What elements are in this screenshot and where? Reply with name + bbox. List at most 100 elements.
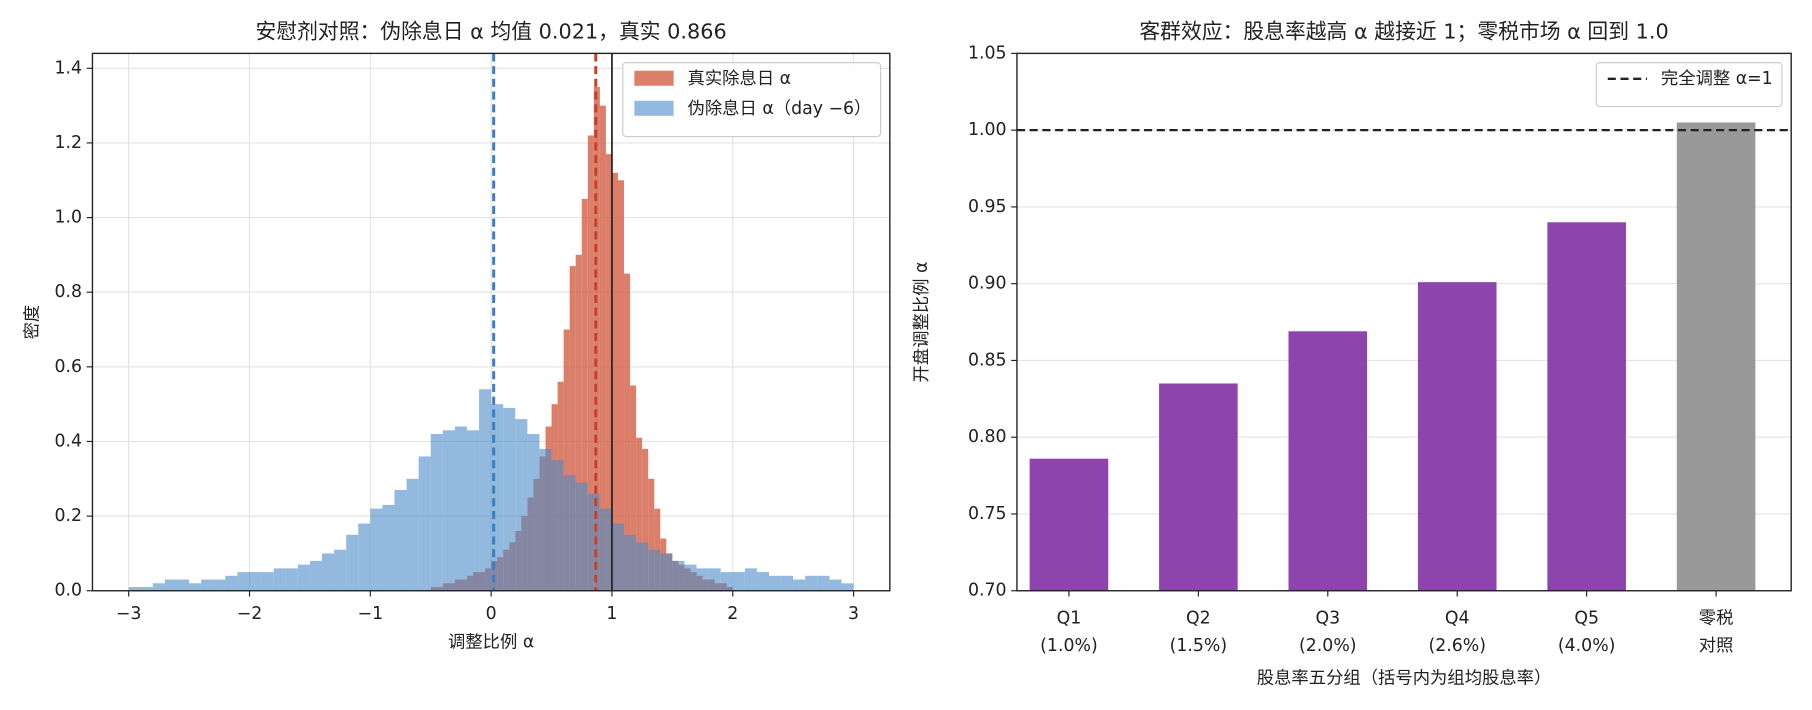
histogram-bar — [515, 419, 528, 591]
histogram-bar — [454, 426, 467, 591]
y-tick-label: 1.2 — [54, 133, 82, 153]
histogram-bar — [442, 430, 455, 591]
histogram-bar — [841, 583, 854, 591]
histogram-bar — [581, 198, 588, 591]
plot-frame — [91, 52, 891, 592]
histogram-bar — [605, 154, 612, 591]
x-tick-label: Q5 — [1574, 608, 1599, 628]
x-tick-sublabel: 对照 — [1699, 636, 1734, 656]
subplot: 客群效应：股息率越高 α 越接近 1；零税市场 α 回到 1.0 0.70 0.75… — [912, 20, 1792, 689]
bar — [1676, 122, 1756, 591]
histogram-bar — [358, 523, 371, 591]
histogram-bar — [817, 575, 830, 591]
bar — [1288, 331, 1368, 591]
bar — [1547, 222, 1626, 591]
y-axis-label: 密度 — [22, 305, 42, 340]
x-tick-label: 零税 — [1699, 608, 1734, 628]
x-tick-label: Q3 — [1315, 608, 1340, 628]
histogram-bar — [213, 579, 226, 591]
histogram-bar — [611, 172, 618, 591]
x-tick-label: 2 — [727, 604, 738, 624]
x-tick-sublabel: (4.0%) — [1558, 636, 1616, 656]
histogram-bar — [648, 549, 661, 591]
histogram-bar — [696, 568, 709, 591]
y-tick-label: 0.6 — [54, 357, 82, 377]
legend-label: 完全调整 α=1 — [1661, 69, 1773, 89]
y-tick-label: 1.00 — [968, 120, 1007, 140]
histogram-bar — [285, 568, 298, 591]
legend: 完全调整 α=1 — [1595, 62, 1783, 108]
x-tick-label: −3 — [116, 604, 142, 624]
histogram-bar — [630, 385, 637, 591]
histogram-bar — [587, 135, 594, 591]
histogram-bar — [599, 508, 612, 591]
histogram-bar — [563, 329, 570, 591]
histogram-bar — [575, 254, 582, 591]
histogram-bar — [249, 572, 262, 591]
histogram-bar — [805, 575, 818, 591]
y-tick-label: 0.75 — [968, 504, 1007, 524]
histogram-bar — [756, 572, 770, 591]
histogram-bar — [237, 572, 250, 591]
y-tick-label: 0.85 — [968, 350, 1007, 370]
histogram-bar — [164, 579, 178, 591]
histogram-bar — [781, 575, 794, 591]
bar — [1159, 383, 1238, 591]
x-tick-label: Q4 — [1445, 608, 1470, 628]
histogram-bar — [128, 587, 141, 591]
x-axis-label: 调整比例 α — [448, 633, 534, 653]
plot-frame — [1016, 52, 1792, 592]
x-tick-label: −2 — [237, 604, 263, 624]
histogram-bar — [684, 564, 697, 591]
histogram-bar — [466, 430, 480, 591]
subplot: 安慰剂对照：伪除息日 α 均值 0.021，真实 0.866 0.0 0.2 0.4 0… — [22, 20, 891, 653]
histogram-bar — [406, 478, 419, 591]
histogram-bar — [829, 579, 842, 591]
legend-label: 真实除息日 α — [688, 69, 792, 89]
y-tick-label: 1.0 — [54, 208, 82, 228]
histogram-bar — [370, 508, 383, 591]
histogram-bar — [273, 568, 286, 591]
x-tick-sublabel: (2.0%) — [1299, 636, 1357, 656]
histogram-bar — [346, 534, 359, 591]
y-tick-label: 0.2 — [54, 506, 82, 526]
histogram-bar — [575, 482, 588, 591]
histogram-bar — [672, 560, 685, 591]
histogram-bar — [587, 493, 600, 591]
x-tick-label: Q1 — [1057, 608, 1082, 628]
x-tick-label: 0 — [486, 604, 497, 624]
legend-frame — [1595, 62, 1783, 108]
bar — [1417, 282, 1497, 591]
histogram-bar — [660, 553, 673, 591]
histogram-bar — [599, 105, 606, 591]
y-tick-label: 0.90 — [968, 274, 1007, 294]
histogram-bar — [708, 568, 721, 591]
histogram-bar — [297, 564, 310, 591]
histogram-bar — [503, 407, 516, 591]
legend: 真实除息日 α 伪除息日 α（day −6） — [622, 62, 882, 138]
histogram-bar — [636, 437, 643, 591]
histogram-bar — [569, 266, 576, 591]
histogram-bar — [744, 568, 757, 591]
histogram-bar — [769, 575, 782, 591]
histogram-bar — [648, 478, 655, 591]
x-tick-sublabel: (1.0%) — [1040, 636, 1098, 656]
chart-title: 客群效应：股息率越高 α 越接近 1；零税市场 α 回到 1.0 — [1139, 20, 1668, 44]
histogram-bar — [793, 579, 806, 591]
y-tick-label: 0.4 — [54, 431, 82, 451]
x-tick-label: 1 — [606, 604, 617, 624]
histogram-bar — [479, 389, 492, 591]
histogram-bar — [551, 460, 564, 591]
legend-swatch — [634, 70, 674, 86]
y-tick-label: 1.05 — [968, 43, 1007, 63]
histogram-bar — [152, 583, 165, 591]
histogram-bar — [636, 542, 649, 591]
x-tick-sublabel: (1.5%) — [1170, 636, 1228, 656]
histogram-bar — [563, 475, 576, 591]
histogram-bar — [624, 534, 637, 591]
y-tick-label: 0.0 — [54, 581, 82, 601]
histogram-bar — [527, 434, 540, 591]
histogram-bar — [611, 523, 625, 591]
histogram-bar — [539, 448, 552, 591]
